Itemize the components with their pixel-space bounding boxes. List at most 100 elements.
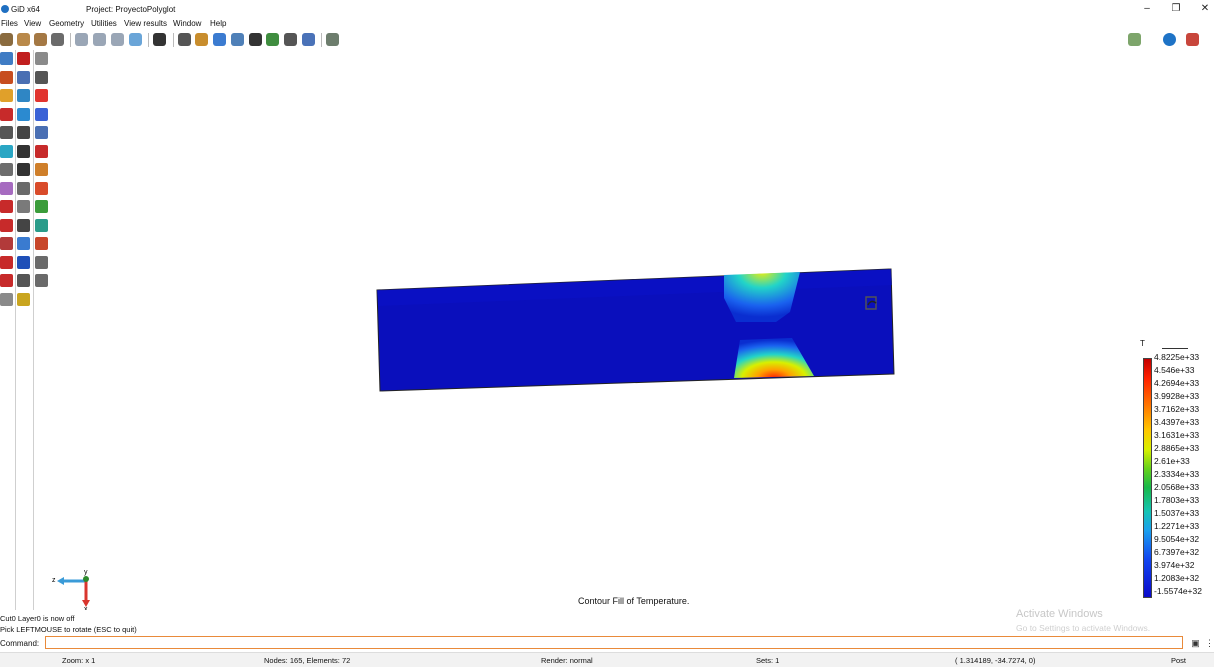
list-icon[interactable]	[17, 163, 30, 176]
message-line: Cut0 Layer0 is now off	[0, 614, 75, 623]
lines-icon[interactable]	[0, 163, 13, 176]
line-graph-icon[interactable]	[0, 200, 13, 213]
graph-icon[interactable]	[231, 33, 244, 46]
menu-files[interactable]: Files	[1, 19, 18, 28]
disk-icon[interactable]	[17, 292, 30, 306]
colormap-icon[interactable]	[0, 144, 13, 158]
model-view[interactable]: z y x	[52, 50, 1214, 613]
deform-icon[interactable]	[17, 255, 30, 269]
menu-view[interactable]: View	[24, 19, 42, 28]
surface-icon[interactable]	[0, 89, 13, 102]
axes-icon[interactable]	[17, 218, 30, 232]
pan-icon[interactable]	[111, 33, 124, 46]
legend-value: 3.9928e+33	[1154, 391, 1200, 401]
contour-icon[interactable]	[195, 33, 208, 46]
paint-icon[interactable]	[35, 237, 48, 250]
point-icon[interactable]	[17, 52, 30, 65]
sheet-icon[interactable]	[35, 163, 48, 176]
legend-value: 4.8225e+33	[1154, 352, 1200, 362]
background-icon[interactable]	[1128, 33, 1141, 46]
ring-icon[interactable]	[35, 218, 48, 232]
zoom-icon[interactable]	[0, 52, 13, 65]
geometry-view-icon[interactable]	[0, 33, 13, 46]
close-button[interactable]: ✕	[1200, 3, 1210, 14]
cube-icon[interactable]	[17, 89, 30, 102]
stripes-icon[interactable]	[35, 200, 48, 213]
toolbar-separator	[321, 33, 322, 47]
table-icon[interactable]	[35, 70, 48, 84]
rotate-screen-icon[interactable]	[93, 33, 106, 46]
stream-icon[interactable]	[35, 126, 48, 139]
coil-icon[interactable]	[35, 255, 48, 269]
measure-icon[interactable]	[0, 126, 13, 139]
layers-icon[interactable]	[178, 33, 191, 46]
legend-value: 1.2083e+32	[1154, 573, 1200, 583]
status-zoom: Zoom: x 1	[62, 656, 96, 665]
menu-geometry[interactable]: Geometry	[49, 19, 85, 28]
curve-icon[interactable]	[0, 218, 13, 232]
sphere-icon[interactable]	[266, 33, 279, 46]
menu-utilities[interactable]: Utilities	[91, 19, 117, 28]
label-icon[interactable]	[17, 70, 30, 84]
contour-lines-icon[interactable]	[35, 107, 48, 121]
command-history-icon[interactable]: ▣	[1191, 638, 1200, 648]
command-input[interactable]	[45, 636, 1183, 649]
status-bar: Zoom: x 1 Nodes: 165, Elements: 72 Rende…	[0, 652, 1214, 667]
toolbar-divider	[33, 50, 34, 610]
cloud-icon[interactable]	[35, 274, 48, 287]
select-icon[interactable]	[17, 126, 30, 139]
shape-icon[interactable]	[0, 181, 13, 195]
pencil-icon[interactable]	[0, 237, 13, 250]
eraser-icon[interactable]	[0, 292, 13, 306]
mesh-view-icon[interactable]	[17, 33, 30, 46]
edit-icon[interactable]	[0, 70, 13, 84]
result-caption: Contour Fill of Temperature.	[578, 596, 690, 606]
command-options-icon[interactable]: ⋮	[1205, 638, 1214, 648]
bars-icon[interactable]	[0, 274, 13, 287]
postprocess-view-icon[interactable]	[34, 33, 47, 46]
status-render-mode[interactable]: Render: normal	[541, 656, 593, 665]
status-sets[interactable]: Sets: 1	[756, 656, 780, 665]
arrow-icon[interactable]	[0, 107, 13, 121]
legend-value: 3.4397e+33	[1154, 417, 1200, 427]
vector-icon[interactable]	[17, 200, 30, 213]
screenshot-icon[interactable]	[153, 33, 166, 46]
rotate-trackball-icon[interactable]	[75, 33, 88, 46]
settings-icon[interactable]	[326, 33, 339, 46]
move-icon[interactable]	[17, 181, 30, 195]
play-icon[interactable]	[302, 33, 315, 46]
result-icon[interactable]	[35, 52, 48, 65]
legend-value: 1.7803e+33	[1154, 495, 1200, 505]
legend-value: 1.5037e+33	[1154, 508, 1200, 518]
menu-bar: Files View Geometry Utilities View resul…	[0, 17, 1214, 30]
zoom-frame-icon[interactable]	[129, 33, 142, 46]
animation-icon[interactable]	[249, 33, 262, 46]
menu-view-results[interactable]: View results	[124, 19, 167, 28]
legend-value: 2.61e+33	[1154, 456, 1190, 466]
iso-icon[interactable]	[17, 237, 30, 250]
color-map-icon[interactable]	[213, 33, 226, 46]
graphics-viewport[interactable]: z y x	[52, 50, 1214, 613]
minimize-button[interactable]: –	[1144, 3, 1150, 14]
text-icon[interactable]	[17, 144, 30, 158]
maximize-button[interactable]: ❐	[1171, 3, 1181, 14]
legend-title: T	[1140, 339, 1145, 348]
gid-app-icon	[1, 5, 9, 13]
render-icon[interactable]	[51, 33, 64, 46]
user-icon[interactable]	[1186, 33, 1199, 46]
cross-icon[interactable]	[35, 144, 48, 158]
movie-icon[interactable]	[284, 33, 297, 46]
temperature-hotspot-top	[724, 272, 800, 322]
contour-fill-icon[interactable]	[35, 89, 48, 102]
range-icon[interactable]	[17, 274, 30, 287]
rotate-cursor-icon	[865, 296, 877, 310]
menu-window[interactable]: Window	[173, 19, 202, 28]
scale-icon[interactable]	[0, 255, 13, 269]
left-toolbar	[0, 50, 52, 610]
axis-y-label: y	[84, 569, 88, 576]
menu-help[interactable]: Help	[210, 19, 227, 28]
mesh-icon[interactable]	[17, 107, 30, 121]
gid-logo-icon[interactable]	[1163, 33, 1176, 46]
legend-value: 2.8865e+33	[1154, 443, 1200, 453]
rainbow-icon[interactable]	[35, 181, 48, 195]
